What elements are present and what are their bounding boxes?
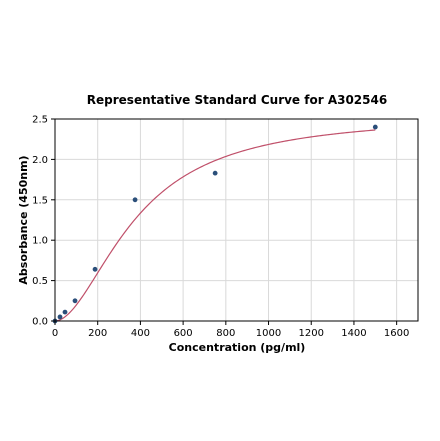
data-point — [62, 309, 68, 315]
y-axis-label: Absorbance (450nm) — [17, 155, 30, 284]
x-tick-label: 1400 — [341, 328, 366, 339]
x-tick-label: 400 — [131, 328, 150, 339]
x-tick-label: 0 — [52, 328, 58, 339]
x-tick-label: 200 — [88, 328, 107, 339]
axis-ticks: 0 200 400 600 800 1000 1200 1400 1600 0.0 0.5 1.0 1.… — [32, 115, 409, 340]
x-axis-label: Concentration (pg/ml) — [169, 341, 306, 354]
x-tick-label: 1000 — [256, 328, 281, 339]
fit-curve-layer — [54, 129, 376, 322]
chart-title: Representative Standard Curve for A30254… — [87, 93, 387, 107]
y-tick-label: 2.0 — [32, 155, 48, 166]
data-point — [57, 314, 63, 320]
data-point — [92, 266, 98, 272]
y-tick-label: 1.0 — [32, 236, 48, 247]
plot-frame — [54, 118, 419, 322]
y-tick-label: 0.0 — [32, 317, 48, 328]
y-tick-label: 2.5 — [32, 115, 48, 126]
x-tick-label: 1600 — [384, 328, 409, 339]
y-tick-label: 0.5 — [32, 276, 48, 287]
x-tick-label: 800 — [216, 328, 235, 339]
fit-curve — [54, 129, 376, 322]
data-point — [372, 124, 378, 130]
grid-lines — [54, 118, 418, 322]
data-point — [132, 197, 138, 203]
data-point — [72, 298, 78, 304]
x-tick-label: 1200 — [299, 328, 324, 339]
y-tick-label: 1.5 — [32, 195, 48, 206]
data-point — [212, 170, 218, 176]
x-tick-label: 600 — [174, 328, 193, 339]
data-points-layer — [52, 124, 378, 324]
